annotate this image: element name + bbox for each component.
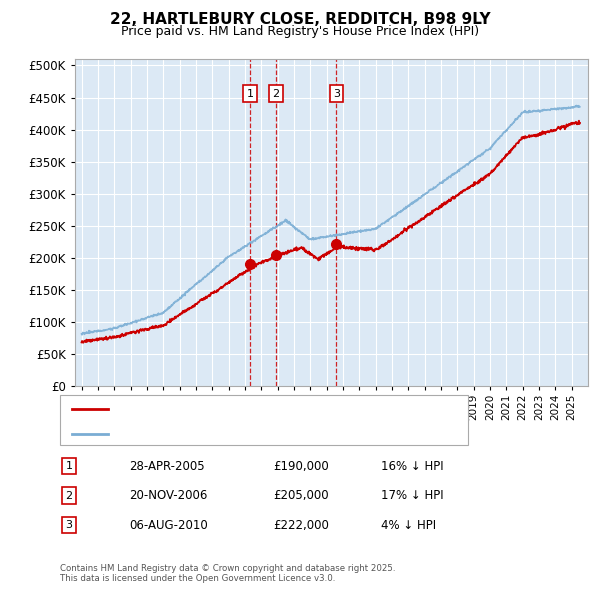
Text: Price paid vs. HM Land Registry's House Price Index (HPI): Price paid vs. HM Land Registry's House … [121,25,479,38]
Text: 3: 3 [333,88,340,99]
Text: 22, HARTLEBURY CLOSE, REDDITCH, B98 9LY (detached house): 22, HARTLEBURY CLOSE, REDDITCH, B98 9LY … [117,404,461,414]
Text: £190,000: £190,000 [273,460,329,473]
Text: 2: 2 [272,88,280,99]
Text: 17% ↓ HPI: 17% ↓ HPI [381,489,443,502]
Text: 1: 1 [247,88,254,99]
Text: 4% ↓ HPI: 4% ↓ HPI [381,519,436,532]
Text: £222,000: £222,000 [273,519,329,532]
Text: HPI: Average price, detached house, Redditch: HPI: Average price, detached house, Redd… [117,429,367,438]
Text: 1: 1 [65,461,73,471]
Text: 22, HARTLEBURY CLOSE, REDDITCH, B98 9LY: 22, HARTLEBURY CLOSE, REDDITCH, B98 9LY [110,12,490,27]
Text: 20-NOV-2006: 20-NOV-2006 [129,489,208,502]
Text: Contains HM Land Registry data © Crown copyright and database right 2025.
This d: Contains HM Land Registry data © Crown c… [60,563,395,583]
Text: 2: 2 [65,491,73,500]
Text: 16% ↓ HPI: 16% ↓ HPI [381,460,443,473]
Text: £205,000: £205,000 [273,489,329,502]
Text: 3: 3 [65,520,73,530]
Text: 28-APR-2005: 28-APR-2005 [129,460,205,473]
Text: 06-AUG-2010: 06-AUG-2010 [129,519,208,532]
